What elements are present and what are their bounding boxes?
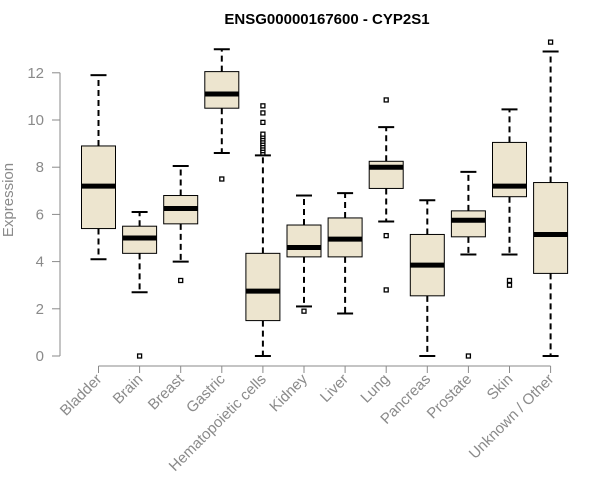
chart-title: ENSG00000167600 - CYP2S1: [224, 11, 429, 28]
y-axis: 0 2 4 6 8 10 12: [27, 65, 61, 365]
box-prostate: [450, 170, 486, 359]
outlier-point: [260, 119, 266, 126]
x-tick-label: Bladder: [57, 371, 106, 420]
interquartile-box: [533, 182, 569, 274]
x-tick-label: Skin: [484, 371, 517, 404]
box-kidney: [286, 194, 322, 314]
box-unknown-other: [533, 39, 569, 357]
y-tick-label: 10: [27, 112, 44, 129]
x-tick-label: Breast: [145, 370, 188, 413]
outlier-point: [506, 277, 513, 284]
x-tick-label: Liver: [317, 371, 352, 406]
outlier-point: [465, 353, 472, 359]
outlier-point: [383, 97, 389, 103]
x-tick-label: Kidney: [266, 370, 311, 415]
outlier-point: [383, 232, 389, 239]
box-breast: [163, 165, 199, 284]
box-hematopoietic-cells: [245, 103, 281, 357]
box-skin: [492, 108, 527, 288]
x-tick-label: Brain: [110, 371, 147, 408]
boxes-group: [81, 39, 569, 359]
interquartile-box: [286, 224, 322, 258]
outlier-point: [547, 39, 554, 45]
outlier-point: [260, 131, 266, 137]
y-tick-label: 12: [27, 65, 44, 82]
x-tick-label: Prostate: [424, 371, 476, 423]
box-lung: [368, 97, 404, 293]
outlier-point: [301, 308, 307, 314]
y-tick-label: 2: [36, 301, 44, 318]
box-pancreas: [409, 199, 445, 357]
box-gastric: [204, 48, 240, 182]
outlier-point: [260, 103, 266, 109]
y-tick-label: 6: [36, 206, 44, 223]
x-tick-label: Lung: [357, 371, 393, 407]
outlier-point: [178, 277, 184, 284]
box-brain: [122, 211, 158, 359]
outlier-point: [383, 287, 389, 293]
box-liver: [327, 192, 363, 315]
interquartile-box: [245, 252, 281, 322]
interquartile-box: [204, 71, 240, 109]
box-bladder: [81, 74, 116, 261]
outlier-point: [219, 176, 225, 182]
y-tick-label: 4: [36, 254, 44, 271]
outlier-point: [136, 353, 143, 359]
y-tick-label: 0: [36, 348, 44, 365]
interquartile-box: [450, 210, 486, 238]
outlier-point: [506, 282, 513, 288]
outlier-point: [260, 110, 266, 116]
y-tick-label: 8: [36, 159, 44, 176]
y-axis-label: Expression: [0, 163, 17, 237]
